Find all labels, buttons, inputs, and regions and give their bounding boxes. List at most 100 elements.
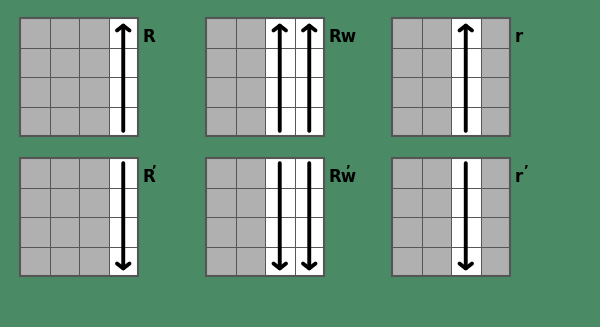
- Bar: [79, 77, 109, 107]
- Bar: [79, 158, 109, 187]
- Bar: [451, 77, 481, 107]
- Bar: [235, 158, 265, 187]
- Bar: [49, 77, 79, 107]
- Bar: [265, 247, 295, 276]
- Text: ’: ’: [523, 164, 528, 177]
- Bar: [49, 187, 79, 217]
- Bar: [295, 217, 324, 247]
- Bar: [451, 187, 481, 217]
- Bar: [79, 187, 109, 217]
- Bar: [421, 18, 451, 47]
- Bar: [109, 247, 138, 276]
- Bar: [235, 107, 265, 136]
- Bar: [421, 77, 451, 107]
- Bar: [295, 107, 324, 136]
- Bar: [295, 247, 324, 276]
- Bar: [451, 107, 481, 136]
- Text: ’: ’: [151, 164, 156, 177]
- Bar: [109, 217, 138, 247]
- Bar: [295, 158, 324, 187]
- Bar: [206, 158, 324, 276]
- Bar: [109, 187, 138, 217]
- Bar: [20, 158, 49, 187]
- Bar: [392, 47, 421, 77]
- Bar: [20, 77, 49, 107]
- Bar: [481, 187, 510, 217]
- Text: r: r: [515, 168, 523, 186]
- Bar: [235, 247, 265, 276]
- Bar: [295, 187, 324, 217]
- Bar: [392, 158, 510, 276]
- Bar: [265, 77, 295, 107]
- Bar: [20, 158, 138, 276]
- Bar: [451, 247, 481, 276]
- Bar: [295, 18, 324, 47]
- Text: r: r: [515, 28, 523, 46]
- Bar: [206, 18, 324, 136]
- Bar: [109, 18, 138, 47]
- Bar: [265, 158, 295, 187]
- Bar: [20, 47, 49, 77]
- Bar: [49, 247, 79, 276]
- Bar: [451, 18, 481, 47]
- Bar: [392, 247, 421, 276]
- Bar: [206, 187, 235, 217]
- Bar: [49, 158, 79, 187]
- Bar: [206, 77, 235, 107]
- Bar: [206, 47, 235, 77]
- Bar: [265, 217, 295, 247]
- Bar: [392, 77, 421, 107]
- Text: R: R: [143, 168, 156, 186]
- Bar: [235, 77, 265, 107]
- Bar: [206, 217, 235, 247]
- Bar: [49, 18, 79, 47]
- Bar: [481, 18, 510, 47]
- Bar: [421, 187, 451, 217]
- Bar: [265, 47, 295, 77]
- Bar: [265, 187, 295, 217]
- Bar: [451, 158, 481, 187]
- Bar: [265, 107, 295, 136]
- Bar: [109, 158, 138, 187]
- Bar: [206, 158, 235, 187]
- Bar: [20, 217, 49, 247]
- Bar: [20, 187, 49, 217]
- Bar: [421, 158, 451, 187]
- Text: R: R: [143, 28, 156, 46]
- Bar: [79, 217, 109, 247]
- Bar: [109, 77, 138, 107]
- Bar: [235, 187, 265, 217]
- Bar: [392, 217, 421, 247]
- Bar: [392, 18, 421, 47]
- Bar: [20, 18, 138, 136]
- Bar: [206, 107, 235, 136]
- Bar: [206, 247, 235, 276]
- Bar: [49, 107, 79, 136]
- Bar: [20, 18, 49, 47]
- Bar: [49, 47, 79, 77]
- Bar: [295, 77, 324, 107]
- Bar: [421, 217, 451, 247]
- Bar: [295, 47, 324, 77]
- Bar: [481, 77, 510, 107]
- Bar: [481, 107, 510, 136]
- Bar: [49, 217, 79, 247]
- Bar: [235, 47, 265, 77]
- Bar: [481, 247, 510, 276]
- Bar: [20, 247, 49, 276]
- Bar: [392, 18, 510, 136]
- Text: Rw: Rw: [329, 28, 357, 46]
- Bar: [421, 107, 451, 136]
- Bar: [421, 247, 451, 276]
- Bar: [481, 158, 510, 187]
- Bar: [392, 107, 421, 136]
- Text: ’: ’: [345, 164, 350, 177]
- Bar: [109, 107, 138, 136]
- Bar: [109, 47, 138, 77]
- Bar: [451, 47, 481, 77]
- Bar: [79, 107, 109, 136]
- Bar: [481, 47, 510, 77]
- Bar: [79, 47, 109, 77]
- Bar: [451, 217, 481, 247]
- Bar: [20, 107, 49, 136]
